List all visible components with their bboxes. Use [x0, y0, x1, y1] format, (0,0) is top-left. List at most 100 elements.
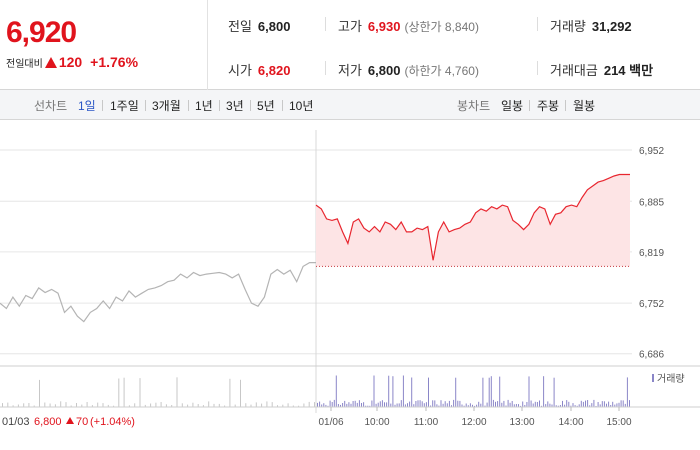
volume-bar-prev: [81, 404, 83, 407]
volume-bar-today: [601, 401, 603, 407]
volume-bar-today: [564, 404, 566, 407]
tab-5-years[interactable]: 5년: [257, 99, 275, 113]
volume-bar-today: [421, 401, 423, 407]
volume-bar-prev: [282, 404, 284, 407]
volume-bar-today: [400, 400, 402, 407]
current-price: 6,920: [6, 16, 77, 49]
tab-10-years[interactable]: 10년: [289, 99, 314, 113]
line-chart-label: 선차트: [34, 99, 68, 113]
volume-bar-today: [411, 377, 413, 407]
volume-bar-today: [440, 400, 442, 407]
change-percent: +1.76%: [90, 54, 139, 70]
volume-bar-prev: [308, 401, 310, 407]
volume-bar-prev: [292, 405, 294, 407]
y-tick-label: 6,952: [639, 146, 664, 157]
volume-bar-prev: [192, 402, 194, 407]
volume-bar-today: [616, 403, 618, 407]
volume-bar-today: [402, 375, 404, 407]
volume-legend: 거래량: [652, 373, 685, 385]
volume-bar-today: [515, 404, 517, 407]
volume-bar-today: [520, 405, 522, 407]
volume-bar-today: [589, 405, 591, 407]
volume-bar-today: [582, 401, 584, 407]
volume-bar-today: [386, 402, 388, 407]
volume-bar-prev: [176, 377, 178, 407]
volume-bar-today: [451, 405, 452, 407]
x-tick-label: 14:00: [558, 417, 583, 428]
volume-bar-today: [576, 405, 578, 407]
volume-bar-today: [438, 405, 440, 407]
tab-1-day[interactable]: 1일: [78, 99, 96, 113]
up-triangle-icon: [44, 57, 57, 68]
turnover-cell: 거래대금 214 백만: [550, 60, 653, 79]
volume-bar-today: [608, 401, 610, 407]
volume-bar-prev: [113, 405, 115, 407]
volume-bar-today: [384, 402, 385, 407]
volume-bar-prev: [181, 403, 183, 407]
x-tick-label: 01/06: [318, 417, 343, 428]
volume-bar-today: [599, 404, 601, 407]
volume-bar-prev: [160, 402, 162, 407]
volume-bar-today: [396, 403, 398, 407]
volume-bar-today: [346, 403, 348, 407]
quote-panel: 6,920 전일대비 120 +1.76% 전일 6,800 고가 6,930 (상한가 …: [0, 0, 700, 90]
volume-bar-today: [528, 376, 530, 407]
tab-1-week[interactable]: 1주일: [110, 99, 139, 113]
volume-bar-today: [381, 400, 383, 407]
volume-bar-today: [331, 402, 333, 407]
y-tick-label: 6,819: [639, 248, 664, 259]
volume-bar-today: [626, 377, 628, 407]
volume-bar-prev: [139, 378, 141, 407]
volume-bar-today: [524, 405, 526, 407]
volume-bar-today: [513, 404, 515, 407]
volume-bar-today: [463, 405, 465, 407]
low-cell: 저가 6,800 (하한가 4,760): [338, 60, 479, 79]
volume-bar-today: [337, 404, 339, 407]
prev-close-label: 전일: [228, 19, 252, 34]
tab-daily-candle[interactable]: 일봉: [501, 99, 524, 113]
turnover-label: 거래대금: [550, 63, 598, 78]
intraday-price-chart: 6,952 6,885 6,819 6,752 6,686 01/06 10:00 11:00…: [0, 130, 700, 428]
volume-bar-today: [486, 402, 488, 407]
high-cell: 고가 6,930 (상한가 8,840): [338, 16, 479, 35]
axes: 6,952 6,885 6,819 6,752 6,686 01/06 10:00 11:00…: [0, 146, 700, 428]
tab-1-year[interactable]: 1년: [195, 99, 213, 113]
volume-bar-today: [350, 403, 352, 407]
volume-bar-today: [539, 400, 540, 407]
volume-bar-prev: [266, 401, 268, 407]
volume-bar-prev: [287, 403, 289, 407]
volume-legend-label: 거래량: [657, 373, 685, 385]
high-value: 6,930: [367, 19, 401, 34]
change-row: 전일대비 120 +1.76%: [6, 54, 138, 70]
volume-bar-today: [442, 403, 444, 407]
volume-bar-prev: [271, 402, 273, 407]
volume-bar-prev: [155, 402, 157, 407]
tab-weekly-candle[interactable]: 주봉: [537, 99, 560, 113]
volume-bar-today: [501, 402, 503, 407]
tab-3-years[interactable]: 3년: [226, 99, 244, 113]
volume-bar-today: [325, 404, 327, 407]
volume-bar-prev: [49, 403, 51, 407]
volume-bar-today: [612, 401, 614, 407]
volume-bar-today: [356, 402, 358, 407]
volume-bar-today: [495, 401, 496, 407]
x-tick-label: 10:00: [364, 417, 389, 428]
tab-3-months[interactable]: 3개월: [152, 99, 181, 113]
prev-close-value: 6,800: [257, 19, 291, 34]
volume-bar-today: [390, 403, 392, 407]
up-triangle-icon: [66, 417, 74, 424]
volume-bar-today: [344, 400, 346, 407]
tab-monthly-candle[interactable]: 월봉: [573, 99, 596, 113]
prev-date: 01/03: [2, 416, 30, 428]
volume-bar-today: [340, 404, 341, 407]
volume-bar-today: [474, 405, 475, 407]
volume-bar-today: [323, 403, 325, 407]
volume-bar-today: [409, 401, 411, 407]
volume-bar-today: [436, 404, 438, 407]
divider: [145, 100, 146, 111]
volume-bar-today: [469, 403, 471, 407]
volume-bar-today: [572, 403, 574, 407]
volume-bar-today: [377, 402, 379, 407]
volume-bar-prev: [70, 405, 72, 407]
prev-session-summary: 01/03 6,800 70 (+1.04%): [2, 416, 135, 428]
